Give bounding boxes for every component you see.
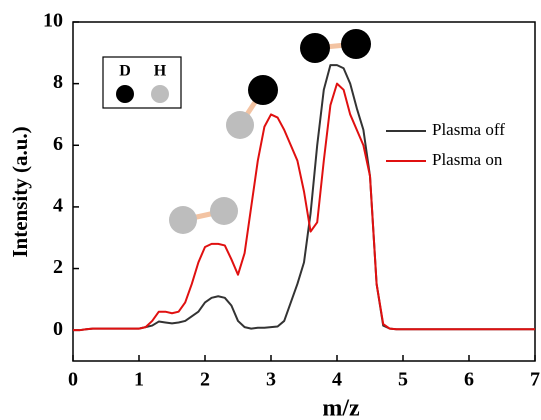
- y-tick-label: 8: [53, 71, 63, 93]
- x-tick-label: 7: [530, 369, 540, 391]
- molecule-h2: [169, 197, 238, 234]
- species-label: H: [154, 63, 167, 80]
- y-tick-label: 10: [43, 10, 63, 32]
- x-tick-label: 1: [134, 369, 144, 391]
- line: [73, 82, 535, 332]
- h-atom-icon: [151, 85, 169, 103]
- x-tick-label: 4: [332, 369, 342, 391]
- y-axis-label: Intensity (a.u.): [8, 126, 32, 257]
- y-tick-label: 0: [53, 318, 63, 340]
- legend-label: Plasma off: [432, 120, 505, 139]
- d-atom-icon: [116, 85, 134, 103]
- molecule-hd: [226, 75, 278, 139]
- y-tick-label: 4: [53, 195, 63, 217]
- legend-label: Plasma on: [432, 150, 503, 169]
- x-tick-label: 2: [200, 369, 210, 391]
- x-tick-label: 5: [398, 369, 408, 391]
- x-tick-label: 3: [266, 369, 276, 391]
- plot-frame: [72, 21, 536, 362]
- y-tick-label: 2: [53, 256, 63, 278]
- molecule-d2: [300, 29, 371, 63]
- species-label: D: [119, 63, 131, 80]
- species-legend-box: [102, 56, 182, 109]
- x-tick-label: 0: [68, 369, 78, 391]
- x-tick-label: 6: [464, 369, 474, 391]
- x-axis-label: m/z: [322, 396, 360, 420]
- y-tick-label: 6: [53, 133, 63, 155]
